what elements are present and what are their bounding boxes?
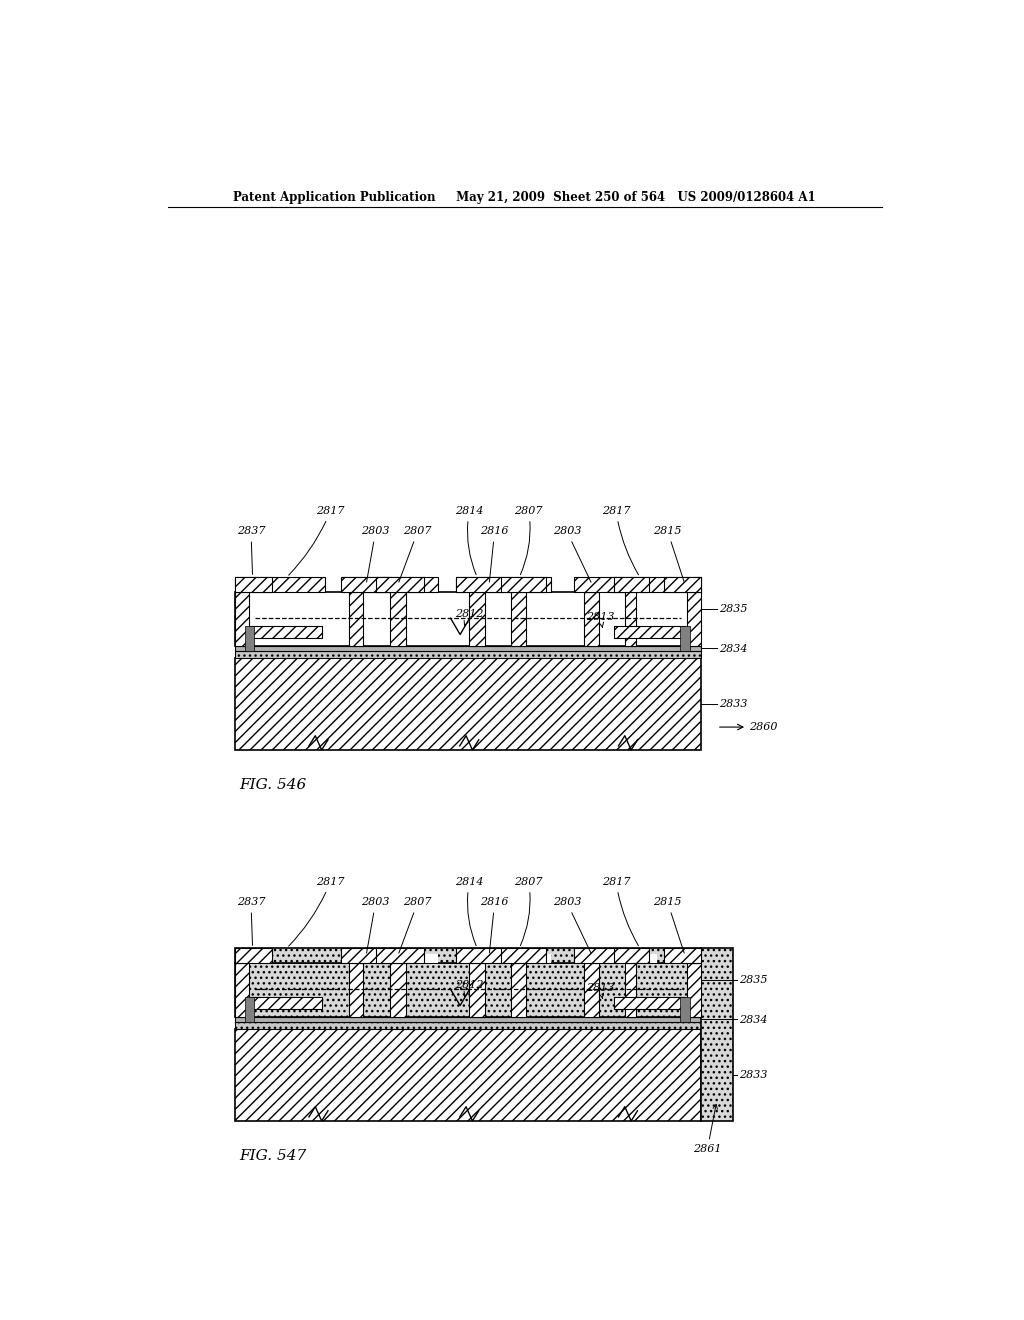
Text: 2835: 2835 [719,603,748,614]
Bar [236,964,250,1018]
Bar [236,948,271,964]
Bar [511,964,525,1018]
Text: 2814: 2814 [455,876,483,945]
Bar [609,954,657,964]
Bar [665,577,701,593]
Bar [687,964,701,1018]
Bar [613,997,685,1008]
Bar [613,626,685,638]
Bar [501,577,546,593]
Bar [501,948,546,964]
Text: 2813: 2813 [586,611,614,627]
Bar [456,948,504,964]
Text: 2803: 2803 [553,527,591,582]
Text: FIG. 547: FIG. 547 [240,1150,306,1163]
Bar [236,577,325,593]
Text: 2814: 2814 [455,506,483,574]
Text: 2861: 2861 [693,1105,722,1155]
Text: 2837: 2837 [237,898,265,945]
Text: 2817: 2817 [602,876,638,945]
Bar [625,593,636,647]
Bar [348,964,362,1018]
Bar [236,948,701,964]
Bar [377,577,424,593]
Bar [574,948,620,964]
Text: 2807: 2807 [514,506,543,574]
Bar [236,1022,701,1030]
Bar [236,1018,701,1022]
Text: 2807: 2807 [398,527,432,582]
Text: 2815: 2815 [653,527,684,582]
Bar [456,577,551,593]
Bar [687,593,701,647]
Bar [511,593,525,647]
Bar [614,577,649,593]
Text: 2803: 2803 [361,527,390,582]
Bar [245,997,254,1022]
Bar [236,647,701,651]
Text: 2817: 2817 [602,506,638,574]
Bar [236,659,701,750]
Text: 2807: 2807 [398,898,432,953]
Bar [377,948,424,964]
Text: 2803: 2803 [553,898,591,953]
Bar [469,593,485,647]
Bar [236,593,250,647]
Text: 2816: 2816 [480,527,509,582]
Bar [585,593,599,647]
Bar [456,577,504,593]
Bar [625,964,636,1018]
Bar [341,948,391,964]
Text: 2834: 2834 [719,644,748,655]
Bar [390,593,406,647]
Text: 2815: 2815 [653,898,684,953]
Text: 2812: 2812 [455,609,483,626]
Bar [236,593,701,647]
Bar [665,948,701,964]
Bar [348,593,362,647]
Text: 2837: 2837 [237,527,265,574]
Bar [456,954,551,964]
Bar [342,577,437,593]
Text: 2813: 2813 [586,982,614,998]
Text: 2817: 2817 [289,506,345,576]
Bar [574,577,620,593]
Text: 2803: 2803 [361,898,390,953]
Bar [236,577,271,593]
Text: 2835: 2835 [739,974,768,985]
Text: 2860: 2860 [750,722,778,733]
Bar [341,577,391,593]
Bar [236,651,701,659]
Bar [245,626,254,651]
Bar [609,577,701,593]
Bar [250,626,322,638]
Bar [342,954,437,964]
Text: 2816: 2816 [480,898,509,953]
Text: FIG. 546: FIG. 546 [240,779,306,792]
Bar [680,626,690,651]
Bar [236,964,701,1018]
Bar [585,964,599,1018]
Text: Patent Application Publication     May 21, 2009  Sheet 250 of 564   US 2009/0128: Patent Application Publication May 21, 2… [233,191,816,203]
Bar [390,964,406,1018]
Bar [236,1030,701,1121]
Bar [680,997,690,1022]
Bar [701,948,733,1121]
Bar [469,964,485,1018]
Text: 2834: 2834 [739,1015,768,1026]
Text: 2817: 2817 [289,876,345,946]
Text: 2807: 2807 [514,876,543,945]
Bar [250,997,322,1008]
Text: 2812: 2812 [455,979,483,997]
Text: 2833: 2833 [719,700,748,709]
Bar [614,948,649,964]
Text: 2833: 2833 [739,1071,768,1080]
